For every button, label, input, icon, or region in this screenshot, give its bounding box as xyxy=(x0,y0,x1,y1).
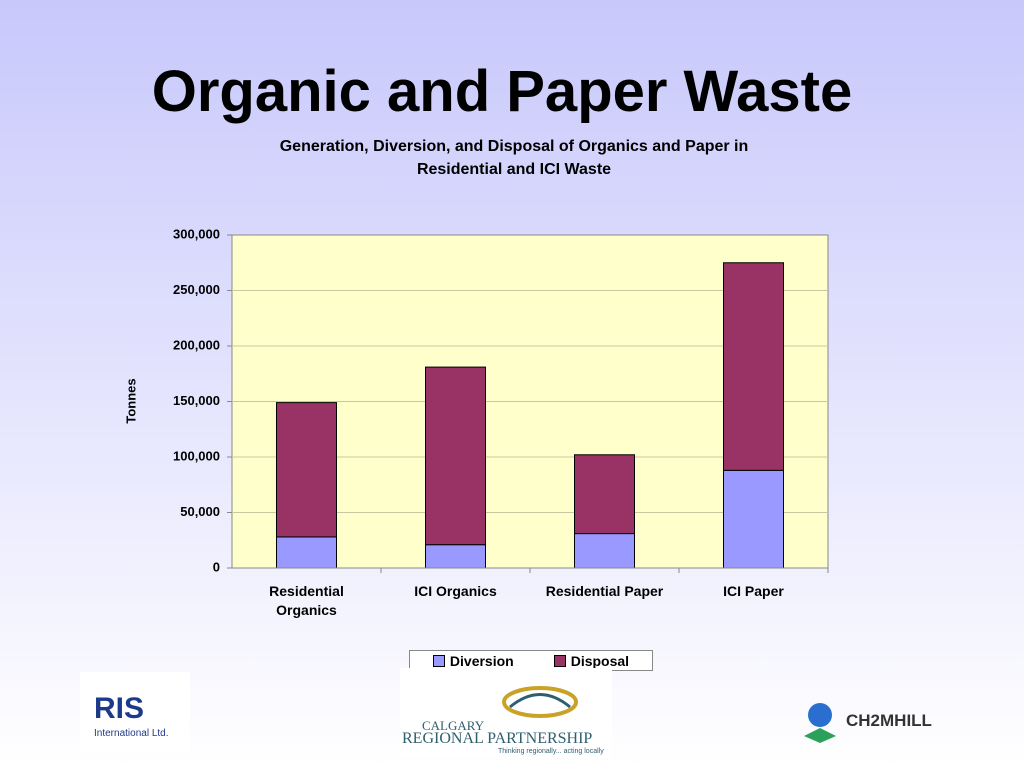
logo-text: REGIONAL PARTNERSHIP xyxy=(402,730,593,747)
crp-logo: CALGARY REGIONAL PARTNERSHIP Thinking re… xyxy=(400,668,612,758)
y-tick-label: 150,000 xyxy=(173,393,220,408)
x-tick-label: Residential Paper xyxy=(545,583,664,599)
y-tick-label: 100,000 xyxy=(173,448,220,463)
bar-segment xyxy=(574,533,635,569)
y-tick-label: 200,000 xyxy=(173,337,220,352)
legend-swatch xyxy=(553,654,566,667)
logo-text: International Ltd. xyxy=(94,728,169,739)
legend-label: Disposal xyxy=(570,652,630,669)
bar-segment xyxy=(276,402,337,538)
x-tick-label: Residential Organics xyxy=(269,583,344,618)
x-tick-label: ICI Paper xyxy=(723,583,784,599)
y-tick-label: 250,000 xyxy=(173,282,220,297)
bar-segment xyxy=(723,262,784,471)
legend-swatch xyxy=(432,654,445,667)
legend-item: Diversion xyxy=(432,652,514,669)
bar-segment xyxy=(425,366,486,546)
bar-segment xyxy=(723,469,784,569)
bar-segment xyxy=(574,454,635,535)
logo-text: CH2MHILL xyxy=(846,711,932,730)
y-axis-label: Tonnes xyxy=(123,378,138,423)
chart-title: Generation, Diversion, and Disposal of O… xyxy=(279,138,749,178)
legend-item: Disposal xyxy=(553,652,630,669)
slide-title: Organic and Paper Waste xyxy=(151,59,853,124)
legend: Diversion Disposal xyxy=(409,650,653,671)
ch2m-emblem xyxy=(804,703,836,743)
y-tick-label: 0 xyxy=(213,559,220,574)
ris-logo: RIS International Ltd. xyxy=(80,672,190,752)
logo-text: CALGARY xyxy=(422,718,485,733)
bar-segment xyxy=(425,544,486,569)
crp-emblem xyxy=(502,686,578,718)
x-tick-label: ICI Organics xyxy=(414,583,497,599)
logo-text: Thinking regionally... acting locally xyxy=(498,748,604,755)
logo-text: RIS xyxy=(94,692,145,725)
bar-segment xyxy=(276,536,337,569)
y-tick-label: 50,000 xyxy=(180,504,220,519)
y-tick-label: 300,000 xyxy=(173,226,220,241)
legend-label: Diversion xyxy=(449,652,514,669)
